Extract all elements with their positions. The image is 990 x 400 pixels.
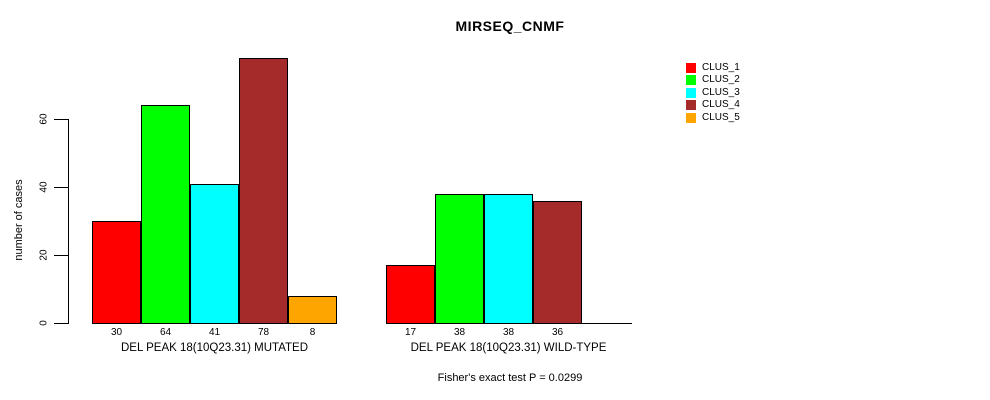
- bar-value-label: 38: [502, 327, 515, 338]
- y-tick-label: 60: [38, 113, 50, 125]
- bar-clus_1: [92, 221, 141, 324]
- y-axis-label: number of cases: [13, 179, 25, 261]
- bar-clus_5: [288, 296, 337, 324]
- group-axis-label: DEL PEAK 18(10Q23.31) MUTATED: [120, 342, 309, 354]
- y-tick-mark: [54, 255, 68, 256]
- legend-label: CLUS_1: [702, 62, 740, 73]
- y-tick-label: 40: [38, 181, 50, 193]
- legend-swatch-icon: [686, 112, 696, 123]
- bar-clus_3: [190, 184, 239, 324]
- bar-clus_5-zero: [582, 323, 632, 324]
- y-tick-mark: [54, 119, 68, 120]
- bar-value-label: 64: [159, 327, 172, 338]
- group-axis-label: DEL PEAK 18(10Q23.31) WILD-TYPE: [410, 342, 607, 354]
- bar-value-label: 30: [110, 327, 123, 338]
- bar-clus_2: [141, 105, 190, 324]
- legend-label: CLUS_3: [702, 86, 740, 98]
- legend-label: CLUS_2: [702, 74, 740, 86]
- legend-swatch-icon: [686, 87, 696, 98]
- y-tick-label: 0: [38, 320, 50, 326]
- y-tick-mark: [54, 323, 68, 324]
- bar-value-label: 8: [309, 327, 316, 338]
- legend-label: CLUS_4: [702, 99, 740, 111]
- bar-clus_1: [386, 265, 435, 324]
- bar-value-label: 36: [551, 327, 564, 338]
- bar-value-label: 41: [208, 327, 221, 338]
- y-tick-label: 20: [38, 249, 50, 261]
- footer-note: Fisher's exact test P = 0.0299: [437, 372, 583, 384]
- bar-clus_4: [239, 58, 288, 324]
- y-tick-mark: [54, 187, 68, 188]
- bar-clus_3: [484, 194, 533, 324]
- legend-swatch-icon: [686, 63, 696, 73]
- bar-clus_4: [533, 201, 582, 324]
- legend-swatch-icon: [686, 75, 696, 86]
- bar-value-label: 17: [404, 327, 417, 338]
- bar-value-label: 38: [453, 327, 466, 338]
- bar-value-label: 78: [257, 327, 270, 338]
- legend-swatch-icon: [686, 100, 696, 111]
- chart-title: MIRSEQ_CNMF: [455, 18, 565, 34]
- bar-clus_2: [435, 194, 484, 324]
- y-axis-line: [68, 119, 69, 324]
- legend-label: CLUS_5: [702, 111, 740, 123]
